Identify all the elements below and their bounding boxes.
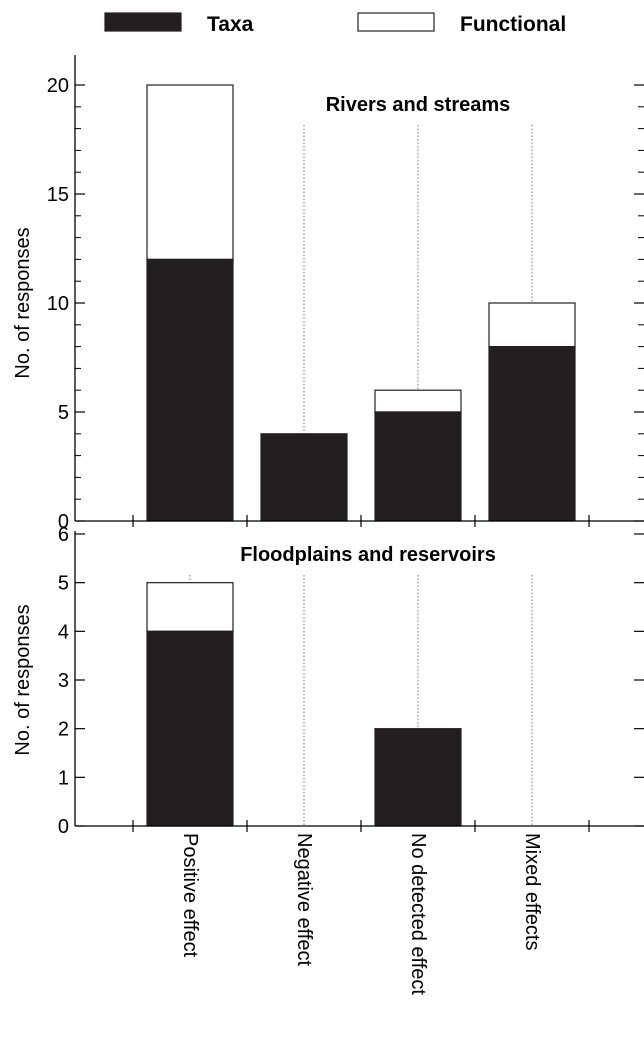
- bar-taxa: [146, 630, 234, 827]
- y-tick-label: 6: [58, 524, 69, 546]
- bar-taxa: [260, 433, 348, 522]
- bar-functional: [146, 582, 234, 632]
- y-tick-label: 4: [58, 621, 69, 643]
- legend-label-functional: Functional: [460, 13, 566, 36]
- legend-swatch-functional: [357, 12, 435, 32]
- y-tick-label: 5: [58, 573, 69, 595]
- panel-rivers-and-streams: Rivers and streams No. of responses 0 5 10…: [12, 55, 644, 533]
- y-axis-label: No. of responses: [12, 604, 34, 755]
- bar-taxa: [374, 728, 462, 827]
- bar-functional: [146, 84, 234, 260]
- y-tick-label: 10: [47, 293, 69, 315]
- legend-swatch-taxa: [104, 12, 182, 32]
- y-axis-label: No. of responses: [12, 227, 34, 378]
- panel-title: Rivers and streams: [326, 94, 511, 116]
- y-tick-label: 5: [58, 402, 69, 424]
- legend-label-taxa: Taxa: [207, 13, 254, 36]
- bar-functional: [488, 302, 576, 348]
- y-tick-label: 2: [58, 719, 69, 741]
- y-tick-label: 15: [47, 184, 69, 206]
- bar-functional: [374, 389, 462, 413]
- y-tick-label: 0: [58, 816, 69, 838]
- bar-taxa: [488, 346, 576, 522]
- y-tick-label: 20: [47, 75, 69, 97]
- y-tick-label: 3: [58, 670, 69, 692]
- panel-floodplains-and-reservoirs: Floodplains and reservoirs No. of respon…: [12, 524, 644, 838]
- category-label: Negative effect: [293, 833, 315, 966]
- category-label: Positive effect: [179, 833, 201, 958]
- panel-title: Floodplains and reservoirs: [240, 544, 496, 566]
- bar-taxa: [146, 258, 234, 522]
- category-label: No detected effect: [407, 833, 429, 995]
- category-labels: Positive effect Negative effect No detec…: [179, 833, 543, 995]
- category-label: Mixed effects: [521, 833, 543, 950]
- legend: Taxa Functional: [104, 12, 566, 36]
- y-tick-label: 1: [58, 767, 69, 789]
- y-tick-label: 0: [58, 511, 69, 533]
- bar-taxa: [374, 411, 462, 522]
